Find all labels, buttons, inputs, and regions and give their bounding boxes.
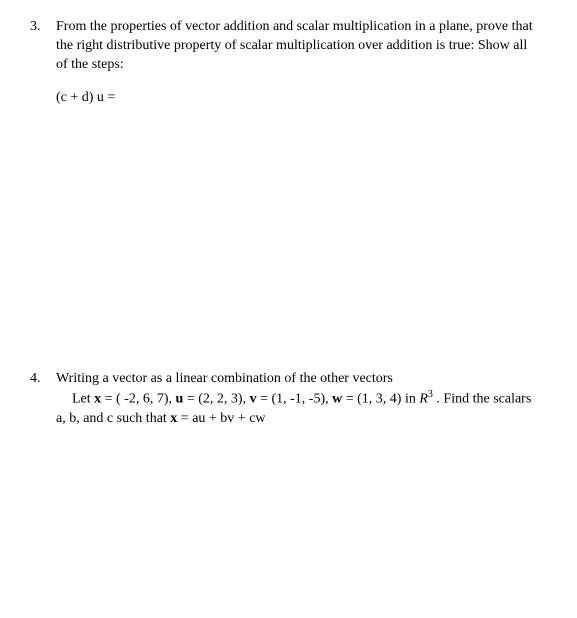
problem-3: 3. From the properties of vector additio… <box>30 18 547 108</box>
u-val: = (2, 2, 3), <box>183 392 249 407</box>
problem-3-line3: of the steps: <box>56 56 547 75</box>
line2-rest: = au + bv + cw <box>177 411 265 426</box>
problem-4-number: 4. <box>30 370 41 389</box>
problem-3-number: 3. <box>30 18 41 37</box>
problem-4-line2: a, b, and c such that x = au + bv + cw <box>56 410 547 429</box>
problem-3-line1: From the properties of vector addition a… <box>56 18 547 37</box>
problem-3-equation: (c + d) u = <box>56 89 547 108</box>
line2-pre: a, b, and c such that <box>56 411 170 426</box>
problem-4-body: Writing a vector as a linear combination… <box>56 370 547 429</box>
problem-4-title: Writing a vector as a linear combination… <box>56 370 547 389</box>
problem-3-line2: the right distributive property of scala… <box>56 37 547 56</box>
w-label: w <box>332 392 342 407</box>
problem-4-line1: Let x = ( -2, 6, 7), u = (2, 2, 3), v = … <box>72 388 547 410</box>
page: 3. From the properties of vector additio… <box>0 0 577 429</box>
space-R: R <box>419 392 428 407</box>
equation-text: (c + d) u = <box>56 90 115 105</box>
tail1: . Find the scalars <box>433 392 531 407</box>
v-val: = (1, -1, -5), <box>257 392 333 407</box>
x-val: = ( -2, 6, 7), <box>101 392 175 407</box>
problem-3-body: From the properties of vector addition a… <box>56 18 547 108</box>
let-text: Let <box>72 392 94 407</box>
problem-4: 4. Writing a vector as a linear combinat… <box>30 370 547 429</box>
w-val: = (1, 3, 4) in <box>342 392 419 407</box>
v-label: v <box>250 392 257 407</box>
